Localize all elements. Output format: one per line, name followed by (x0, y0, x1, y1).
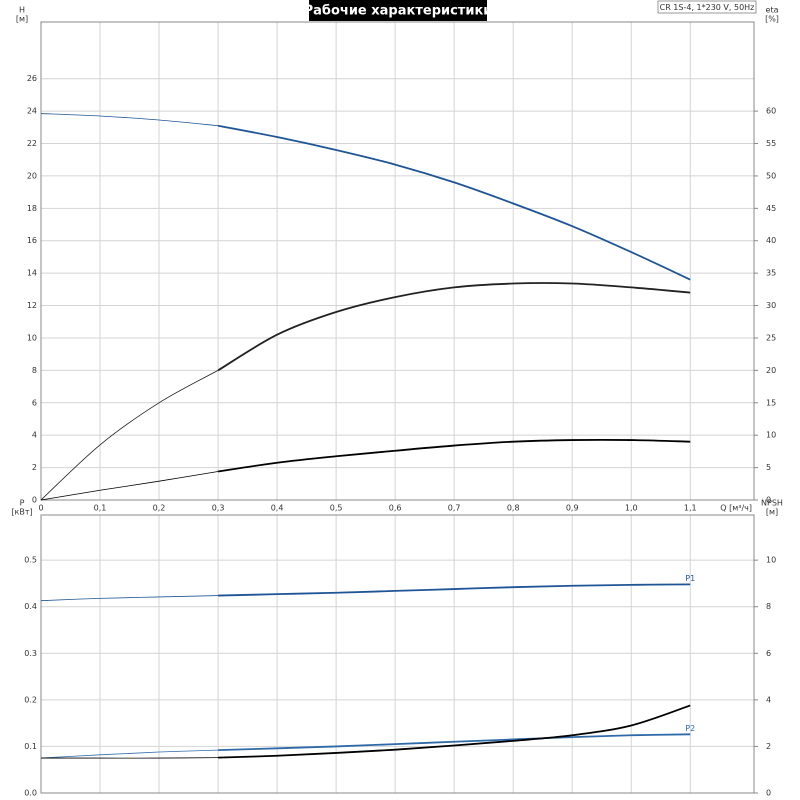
plot-frame (40, 21, 755, 501)
y-tick-label: 12 (27, 301, 37, 310)
x-axis-label: Q [м³/ч] (720, 504, 752, 513)
y-tick-label: 2 (32, 463, 37, 472)
y2-axis-unit: [%] (765, 15, 779, 24)
y2-tick-label: 40 (766, 236, 776, 245)
y2-tick-label: 2 (766, 742, 771, 751)
y-tick-label: 22 (27, 139, 37, 148)
x-tick-label: 0,2 (153, 504, 166, 513)
curve (217, 124, 691, 281)
y2-tick-label: 35 (766, 269, 776, 278)
y2-tick-label: 0 (766, 496, 771, 505)
y-tick-label: 0.2 (24, 695, 37, 704)
y2-tick-label: 25 (766, 333, 776, 342)
curve (218, 733, 691, 752)
y-tick-label: 20 (27, 171, 37, 180)
y-tick-label: 0.1 (24, 742, 37, 751)
y-axis-unit: [кВт] (11, 508, 32, 517)
curve-thin (40, 113, 219, 127)
y-tick-label: 0 (32, 496, 37, 505)
y-tick-label: 24 (27, 107, 37, 116)
y-tick-label: 0.3 (24, 649, 37, 658)
curve-thin (40, 595, 219, 602)
curve-thin (40, 471, 219, 501)
x-tick-label: 0,1 (94, 504, 107, 513)
y-tick-label: 26 (27, 74, 37, 83)
y2-tick-label: 5 (766, 463, 771, 472)
curve-thin (41, 757, 219, 759)
x-tick-label: 0,7 (448, 504, 461, 513)
curve (218, 704, 691, 759)
y-axis-label: P (20, 499, 25, 508)
y-tick-label: 6 (32, 398, 37, 407)
y2-tick-label: 45 (766, 204, 776, 213)
chart-title: Рабочие характеристики (304, 4, 493, 19)
series-label: P2 (685, 724, 695, 733)
y2-tick-label: 50 (766, 171, 776, 180)
curve (217, 438, 691, 473)
y-tick-label: 0.5 (24, 556, 37, 565)
x-tick-label: 0,6 (389, 504, 402, 513)
y-tick-label: 14 (27, 269, 37, 278)
plot-frame (40, 514, 755, 794)
model-box (657, 0, 757, 14)
x-tick-label: 1,1 (684, 504, 697, 513)
y2-axis-label: NPSH (761, 499, 783, 508)
y-axis-unit: [м] (16, 15, 28, 24)
curve (218, 583, 691, 597)
y2-tick-label: 20 (766, 366, 776, 375)
y2-tick-label: 8 (766, 602, 771, 611)
x-tick-label: 0,3 (212, 504, 225, 513)
y2-tick-label: 15 (766, 398, 776, 407)
curve-thin (40, 749, 219, 759)
x-tick-label: 0,5 (330, 504, 343, 513)
y-axis-label: H (19, 6, 25, 15)
y-tick-label: 4 (32, 431, 37, 440)
y-tick-label: 0.0 (24, 789, 37, 798)
curve (217, 282, 691, 372)
x-tick-label: 1,0 (625, 504, 638, 513)
x-tick-label: 0,8 (507, 504, 520, 513)
y2-tick-label: 10 (766, 556, 776, 565)
title-box (309, 0, 487, 21)
model-label: CR 1S-4, 1*230 V, 50Hz (660, 3, 755, 12)
y2-tick-label: 30 (766, 301, 776, 310)
y2-tick-label: 6 (766, 649, 771, 658)
y2-axis-label: eta (766, 6, 779, 15)
x-tick-label: 0,9 (566, 504, 579, 513)
y2-axis-unit: [м] (766, 508, 778, 517)
y-tick-label: 18 (27, 204, 37, 213)
x-tick-label: 0,4 (271, 504, 284, 513)
y-tick-label: 0.4 (24, 602, 37, 611)
y2-tick-label: 4 (766, 695, 771, 704)
y-tick-label: 10 (27, 333, 37, 342)
y2-tick-label: 55 (766, 139, 776, 148)
y2-tick-label: 10 (766, 431, 776, 440)
y2-tick-label: 60 (766, 107, 776, 116)
y-tick-label: 8 (32, 366, 37, 375)
x-tick-label: 0 (38, 504, 43, 513)
series-label: P1 (685, 574, 695, 583)
y2-tick-label: 0 (766, 789, 771, 798)
y-tick-label: 16 (27, 236, 37, 245)
curve-thin (40, 370, 219, 501)
